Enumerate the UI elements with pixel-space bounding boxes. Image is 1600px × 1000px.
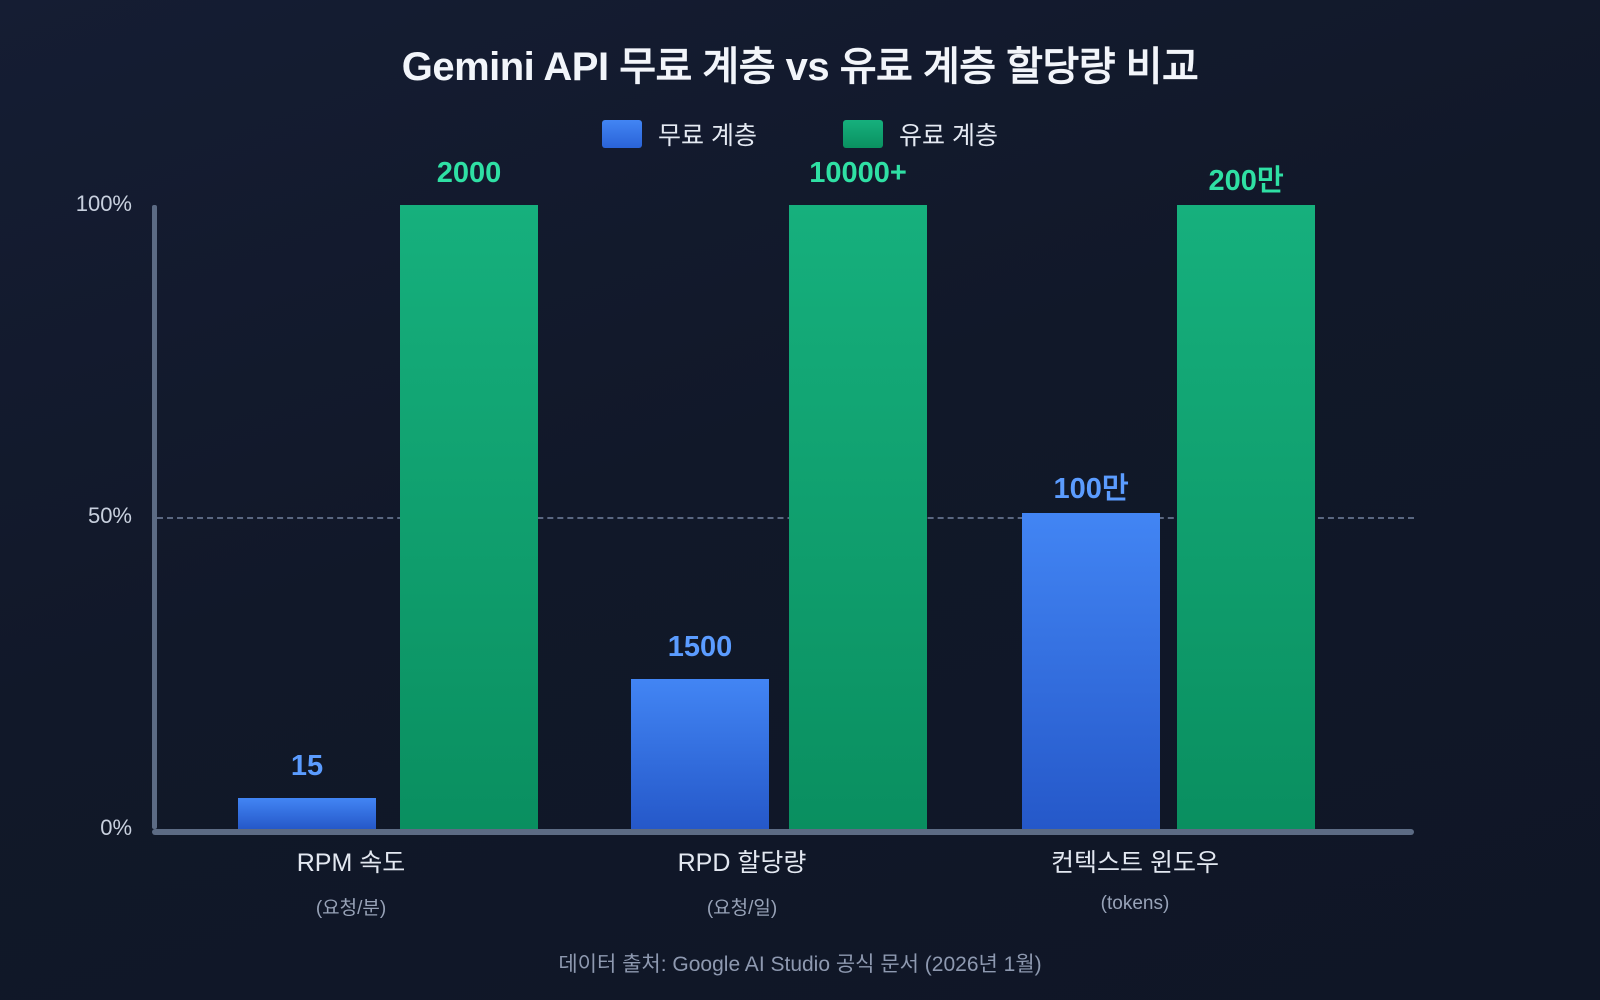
bar-free-rpd[interactable]: 1500 <box>631 631 769 829</box>
bar-paid-rpd[interactable]: 10000+ <box>789 157 927 829</box>
plot-area: 100% 50% 0% 15 2000 1500 10000+ <box>76 157 1414 840</box>
legend-item-free-tier[interactable]: 무료 계층 <box>602 116 757 152</box>
legend-swatch-paid-tier-icon <box>843 120 883 148</box>
chart-legend: 무료 계층 유료 계층 <box>0 116 1600 152</box>
bar-paid-context-window[interactable]: 200만 <box>1177 165 1315 829</box>
category-name-context-window: 컨텍스트 윈도우 <box>1051 849 1219 877</box>
bar-value-paid-rpm: 2000 <box>436 157 502 189</box>
legend-item-paid-tier[interactable]: 유료 계층 <box>843 116 998 152</box>
bar-value-free-rpm: 15 <box>290 750 324 782</box>
category-rpm: RPM 속도 (요청/분) <box>201 843 501 920</box>
category-unit-context-window: (tokens) <box>1100 893 1170 914</box>
category-name-rpm: RPM 속도 <box>296 849 406 877</box>
bar-value-paid-rpd: 10000+ <box>809 157 907 189</box>
category-rpd: RPD 할당량 (요청/일) <box>592 843 892 920</box>
x-axis-category-labels: RPM 속도 (요청/분) RPD 할당량 (요청/일) 컨텍스트 윈도우 (t… <box>152 843 1414 933</box>
y-axis-line <box>152 205 157 829</box>
bar-value-free-context-window: 100만 <box>1053 473 1129 505</box>
gridline-50-percent <box>157 517 1414 519</box>
bar-free-context-window[interactable]: 100만 <box>1022 473 1160 829</box>
y-axis-tick-50: 50% <box>87 503 132 528</box>
y-axis-tick-100: 100% <box>75 191 132 216</box>
category-unit-rpm: (요청/분) <box>315 898 387 919</box>
x-axis-line <box>152 829 1414 835</box>
category-context-window: 컨텍스트 윈도우 (tokens) <box>985 843 1285 915</box>
bar-free-rpm[interactable]: 15 <box>238 750 376 829</box>
y-axis-tick-0: 0% <box>100 815 132 840</box>
category-name-rpd: RPD 할당량 <box>677 849 807 877</box>
legend-swatch-free-tier-icon <box>602 120 643 148</box>
category-unit-rpd: (요청/일) <box>706 898 778 919</box>
legend-label-free-tier: 무료 계층 <box>658 122 757 150</box>
bar-group-container: 15 2000 1500 10000+ 100만 200만 <box>152 157 1414 829</box>
bar-value-paid-context-window: 200만 <box>1208 165 1284 197</box>
bar-value-free-rpd: 1500 <box>667 631 733 663</box>
chart-source-note: 데이터 출처: Google AI Studio 공식 문서 (2026년 1월… <box>558 953 1042 976</box>
bar-paid-rpm[interactable]: 2000 <box>400 157 538 829</box>
chart-title: Gemini API 무료 계층 vs 유료 계층 할당량 비교 <box>401 45 1199 89</box>
legend-label-paid-tier: 유료 계층 <box>899 122 998 150</box>
